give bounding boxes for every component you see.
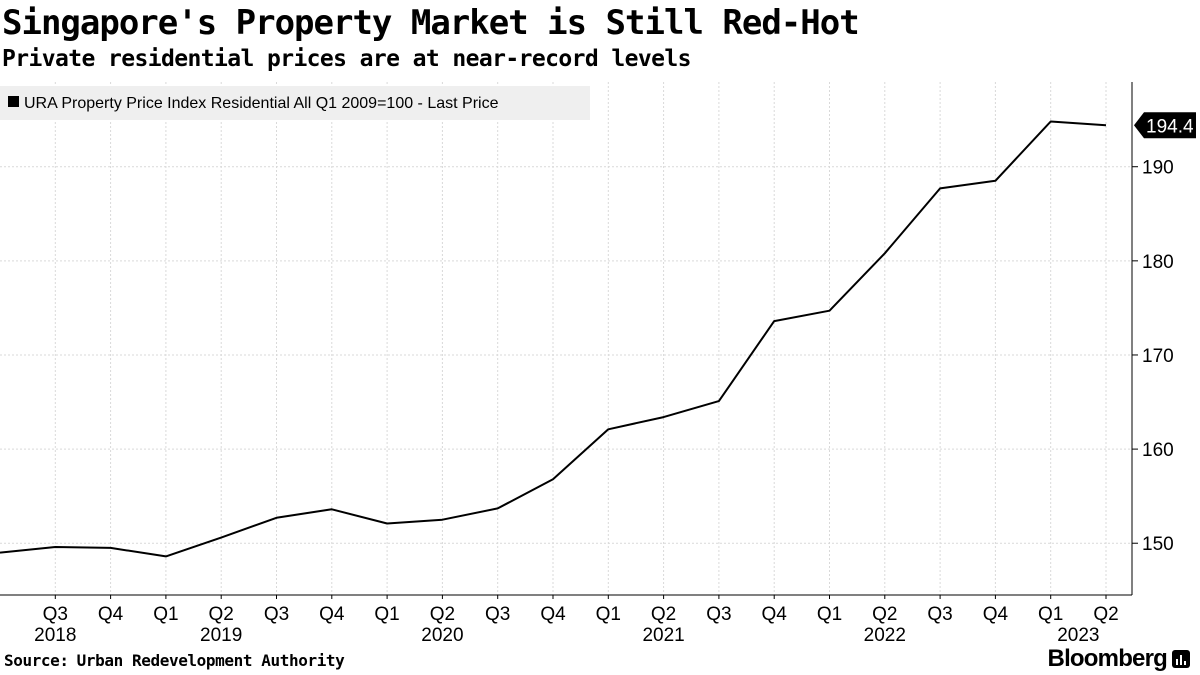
x-tick-label-5: Q3 — [264, 604, 289, 625]
source-note: Source: Urban Redevelopment Authority — [4, 651, 345, 671]
x-tick-label-10: Q4 — [540, 604, 566, 625]
bloomberg-logo: Bloomberg — [1048, 645, 1190, 673]
x-tick-label-6: Q4 — [319, 604, 345, 625]
last-value-tag — [1134, 112, 1196, 139]
x-tick-label-1: Q3 — [43, 604, 68, 625]
legend-label: URA Property Price Index Residential All… — [24, 95, 499, 112]
year-label-2020: 2020 — [421, 625, 463, 646]
x-tick-label-2: Q4 — [98, 604, 124, 625]
x-tick-label-3: Q1 — [153, 604, 178, 625]
last-value-label: 194.4 — [1146, 116, 1194, 137]
x-tick-label-12: Q2 — [651, 604, 676, 625]
y-tick-label-190: 190 — [1142, 158, 1174, 179]
x-tick-label-17: Q3 — [927, 604, 952, 625]
y-tick-label-180: 180 — [1142, 252, 1174, 273]
y-tick-label-170: 170 — [1142, 346, 1174, 367]
x-tick-label-13: Q3 — [706, 604, 731, 625]
year-label-2018: 2018 — [34, 625, 76, 646]
x-tick-label-14: Q4 — [762, 604, 788, 625]
x-tick-label-19: Q1 — [1038, 604, 1063, 625]
source-label: Source: — [4, 651, 69, 670]
x-tick-label-15: Q1 — [817, 604, 842, 625]
x-tick-label-16: Q2 — [872, 604, 897, 625]
chart-title: Singapore's Property Market is Still Red… — [2, 3, 860, 43]
x-tick-label-7: Q1 — [374, 604, 399, 625]
y-tick-label-160: 160 — [1142, 440, 1174, 461]
series-line — [0, 120, 1107, 558]
x-tick-label-18: Q4 — [983, 604, 1009, 625]
x-tick-label-9: Q3 — [485, 604, 510, 625]
x-tick-label-4: Q2 — [209, 604, 234, 625]
chart-subtitle: Private residential prices are at near-r… — [2, 46, 691, 72]
x-tick-label-8: Q2 — [430, 604, 455, 625]
y-tick-label-150: 150 — [1142, 534, 1174, 555]
legend-background — [0, 86, 590, 120]
x-tick-label-11: Q1 — [596, 604, 621, 625]
source-text: Urban Redevelopment Authority — [76, 651, 345, 670]
legend-swatch — [8, 96, 19, 107]
year-label-2022: 2022 — [864, 625, 906, 646]
x-tick-label-20: Q2 — [1093, 604, 1118, 625]
bloomberg-chart-icon — [1172, 650, 1190, 668]
brand-name: Bloomberg — [1047, 645, 1168, 672]
year-label-2023: 2023 — [1057, 625, 1099, 646]
year-label-2019: 2019 — [200, 625, 242, 646]
year-label-2021: 2021 — [642, 625, 684, 646]
